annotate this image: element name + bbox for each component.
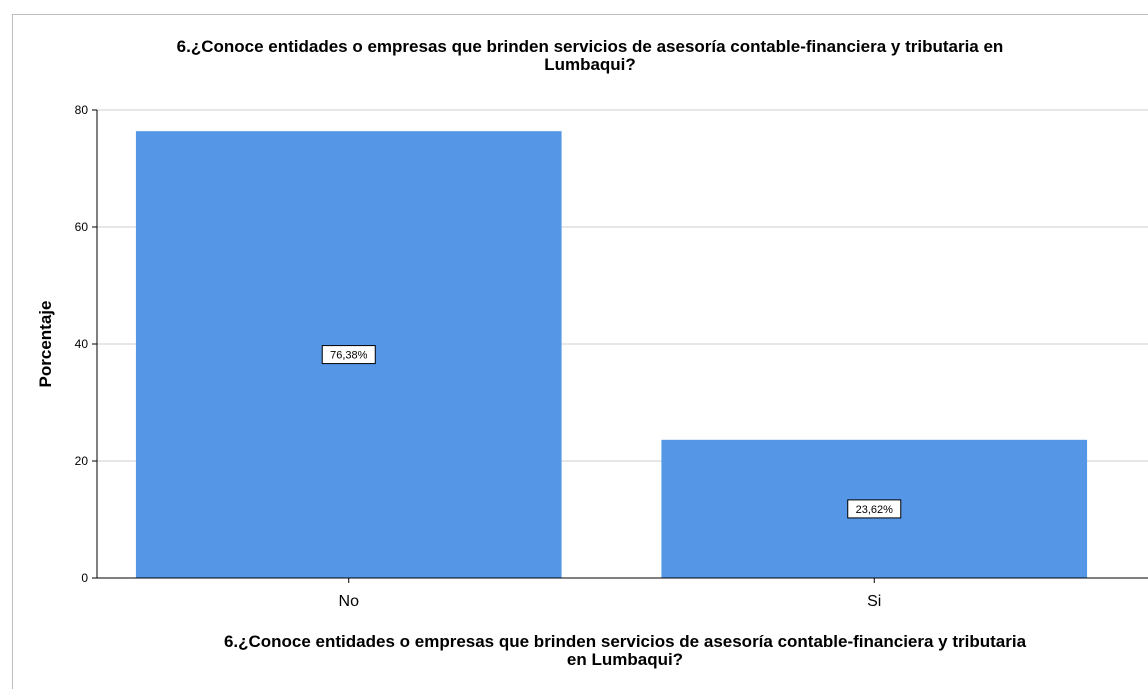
y-axis-ticks: 0 20 40 60 80 (75, 103, 97, 585)
x-tick-label: Si (867, 593, 881, 610)
chart-title-line-1: 6.¿Conoce entidades o empresas que brind… (177, 37, 1004, 56)
data-label-text: 76,38% (330, 350, 368, 362)
data-label-si: 23,62% (847, 499, 902, 519)
data-labels: 76,38% 23,62% (321, 345, 902, 519)
data-label-box (847, 499, 902, 519)
y-tick-label: 0 (81, 571, 88, 585)
x-axis-ticks: No Si (339, 578, 881, 610)
chart-title-line-2: Lumbaqui? (544, 55, 636, 74)
data-label-no: 76,38% (321, 345, 376, 365)
x-axis-label-line-2: en Lumbaqui? (567, 650, 683, 669)
x-axis-label-line-1: 6.¿Conoce entidades o empresas que brind… (224, 632, 1027, 651)
y-tick-label: 60 (75, 220, 89, 234)
x-tick-label: No (339, 593, 360, 610)
data-label-text: 23,62% (856, 504, 894, 516)
y-tick-label: 20 (75, 454, 89, 468)
y-tick-label: 80 (75, 103, 89, 117)
bars (135, 131, 1088, 578)
y-tick-label: 40 (75, 337, 89, 351)
y-axis-label: Porcentaje (36, 301, 55, 388)
data-label-box (321, 345, 376, 365)
